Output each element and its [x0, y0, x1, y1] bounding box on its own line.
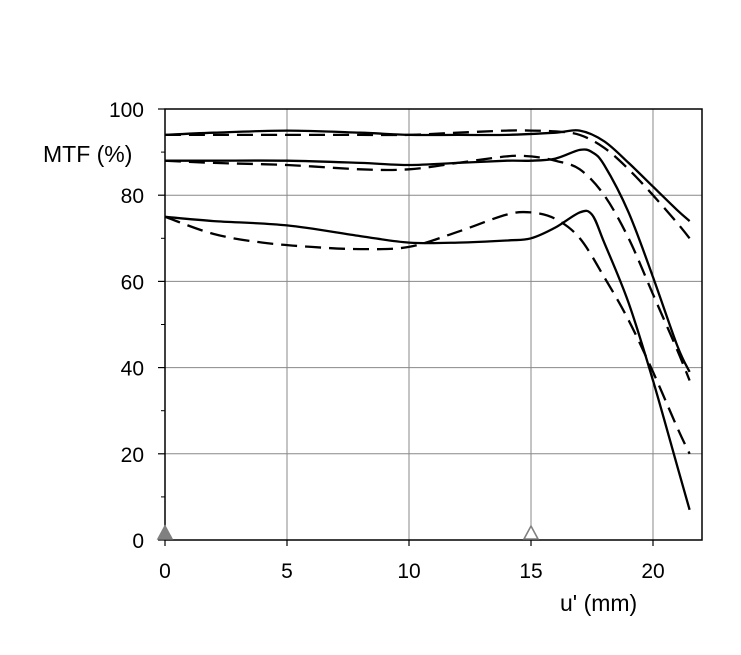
- x-tick-label-0: 0: [159, 560, 171, 583]
- x-tick-label-5: 5: [281, 560, 293, 583]
- y-tick-label-40: 40: [121, 358, 144, 381]
- y-axis-title: MTF (%): [43, 141, 132, 167]
- open-triangle-marker-2: [522, 524, 540, 540]
- series-line-2-dashed: [165, 129, 691, 240]
- y-tick-label-100: 100: [109, 99, 144, 122]
- x-tick-label-10: 10: [397, 560, 420, 583]
- y-tick-label-0: 0: [132, 530, 144, 553]
- y-tick-label-80: 80: [121, 185, 144, 208]
- filled-triangle-marker-1: [156, 524, 174, 540]
- x-axis-title: u' (mm): [560, 590, 637, 616]
- plot-area: [165, 109, 702, 540]
- series-line-1-solid: [164, 129, 691, 222]
- axis-markers: [156, 524, 540, 540]
- y-tick-label-60: 60: [121, 271, 144, 294]
- y-tick-label-20: 20: [121, 444, 144, 467]
- axis-ticks: [158, 108, 654, 546]
- series-line-4-dashed: [164, 154, 691, 381]
- tick-labels: 0 5 10 15 20 0 20 40 60 80 100: [109, 99, 665, 583]
- x-tick-label-15: 15: [519, 560, 542, 583]
- series-layer: [164, 129, 691, 511]
- series-line-6-dashed: [164, 210, 691, 455]
- x-tick-label-20: 20: [641, 560, 664, 583]
- series-line-3-solid: [164, 148, 691, 373]
- grid-lines: [165, 109, 702, 540]
